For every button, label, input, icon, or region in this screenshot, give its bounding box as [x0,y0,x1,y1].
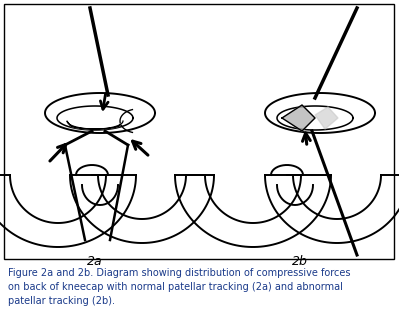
Polygon shape [282,105,315,131]
Text: patellar tracking (2b).: patellar tracking (2b). [8,296,115,306]
Polygon shape [315,107,338,129]
Text: 2b: 2b [292,255,308,268]
Text: on back of kneecap with normal patellar tracking (2a) and abnormal: on back of kneecap with normal patellar … [8,282,343,292]
Polygon shape [67,121,123,129]
Bar [4,4,394,259]
Text: Figure 2a and 2b. Diagram showing distribution of compressive forces: Figure 2a and 2b. Diagram showing distri… [8,268,350,278]
Text: 2a: 2a [87,255,103,268]
